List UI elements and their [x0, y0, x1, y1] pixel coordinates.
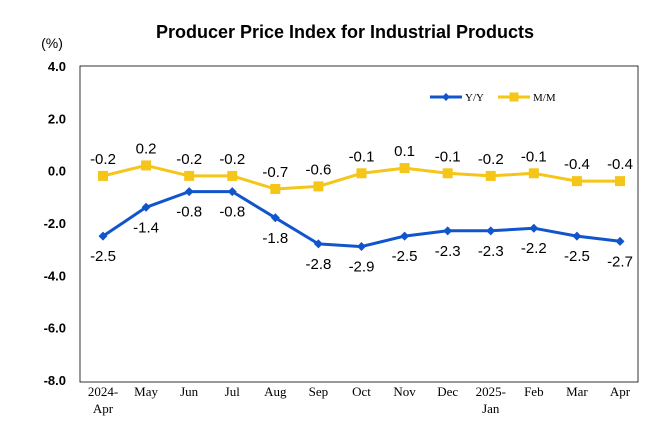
data-label-yy: -2.3 [478, 243, 504, 260]
data-point-mm [356, 168, 367, 179]
data-point-yy [486, 226, 496, 236]
data-point-mm [485, 170, 496, 181]
data-point-mm [270, 183, 281, 194]
data-point-mm [227, 170, 238, 181]
data-label-yy: -2.5 [90, 248, 116, 265]
data-point-yy [400, 231, 410, 241]
x-tick-label: Dec [437, 384, 458, 399]
data-point-mm [442, 168, 453, 179]
legend: Y/Y M/M [430, 92, 556, 104]
data-label-yy: -2.3 [435, 243, 461, 260]
data-point-mm [528, 168, 539, 179]
data-label-mm: -0.1 [521, 148, 547, 165]
data-label-mm: -0.2 [478, 151, 504, 168]
x-tick-label: Feb [524, 384, 544, 399]
data-point-mm [615, 176, 625, 187]
data-label-mm: -0.2 [90, 151, 116, 168]
data-label-mm: 0.2 [136, 140, 157, 157]
x-tick-label: Apr [610, 384, 631, 399]
data-label-yy: -2.2 [521, 240, 547, 257]
y-tick-label: -6.0 [44, 321, 66, 336]
x-tick-label: Mar [566, 384, 588, 399]
data-labels: -2.5 -1.4 -0.8 -0.8 -1.8 -2.8 -2.9 -2.5 -2.3 -2.3… [90, 140, 633, 275]
x-tick-label: 2025-Jan [476, 384, 506, 416]
y-tick-label: 0.0 [48, 164, 66, 179]
data-point-mm [184, 170, 195, 181]
legend-marker-yy [442, 93, 450, 101]
data-label-mm: -0.4 [607, 156, 633, 173]
x-tick-label: Aug [264, 384, 287, 399]
x-tick-label: May [134, 384, 158, 399]
y-tick-label: -4.0 [44, 268, 66, 283]
data-label-yy: -1.4 [133, 219, 159, 236]
x-tick-label: Oct [352, 384, 371, 399]
data-point-mm [571, 176, 582, 187]
data-label-yy: -2.8 [305, 256, 331, 273]
data-point-yy [141, 202, 151, 212]
legend-label-yy: Y/Y [465, 92, 484, 104]
data-point-mm [141, 160, 152, 171]
data-label-yy: -2.7 [607, 253, 633, 270]
data-label-yy: -2.5 [564, 248, 590, 265]
data-label-mm: -0.7 [262, 164, 288, 181]
x-tick-label: 2024-Apr [88, 384, 118, 416]
data-point-yy [98, 231, 108, 241]
data-point-yy [184, 187, 194, 197]
data-label-yy: -0.8 [219, 204, 245, 221]
y-tick-label: -8.0 [44, 373, 66, 388]
data-label-mm: -0.2 [219, 151, 245, 168]
data-point-mm [399, 163, 410, 174]
chart-title: Producer Price Index for Industrial Prod… [156, 22, 534, 42]
data-point-yy [529, 223, 539, 233]
data-label-mm: 0.1 [394, 143, 415, 160]
legend-marker-mm [509, 92, 519, 102]
data-point-yy [615, 236, 625, 246]
plot-area-border [79, 65, 639, 383]
data-label-mm: -0.1 [349, 148, 375, 165]
x-tick-label: Sep [309, 384, 329, 399]
legend-label-mm: M/M [533, 92, 556, 104]
data-point-mm [313, 181, 324, 192]
data-label-yy: -2.9 [349, 259, 375, 276]
data-label-mm: -0.4 [564, 156, 590, 173]
x-tick-label: Jun [180, 384, 199, 399]
data-label-mm: -0.1 [435, 148, 461, 165]
data-point-mm [98, 170, 108, 181]
y-axis-unit-label: (%) [41, 35, 63, 51]
data-point-yy [313, 239, 323, 249]
y-tick-label: -2.0 [44, 216, 66, 231]
data-point-yy [357, 242, 366, 252]
data-label-yy: -2.5 [392, 248, 418, 265]
data-point-yy [270, 213, 280, 223]
y-tick-label: 2.0 [48, 111, 66, 126]
data-label-mm: -0.2 [176, 151, 202, 168]
y-tick-label: 4.0 [48, 59, 66, 74]
data-label-yy: -1.8 [262, 230, 288, 247]
data-point-yy [227, 187, 237, 197]
data-label-mm: -0.6 [305, 161, 331, 178]
x-axis: 2024-Apr May Jun Jul Aug Sep Oct Nov Dec 2025-Jan… [88, 384, 631, 416]
x-tick-label: Nov [393, 384, 416, 399]
data-label-yy: -0.8 [176, 204, 202, 221]
x-tick-label: Jul [225, 384, 241, 399]
data-point-yy [572, 231, 582, 241]
data-point-yy [443, 226, 453, 236]
y-axis: 4.0 2.0 0.0 -2.0 -4.0 -6.0 -8.0 [44, 59, 66, 388]
series-group [98, 160, 625, 252]
